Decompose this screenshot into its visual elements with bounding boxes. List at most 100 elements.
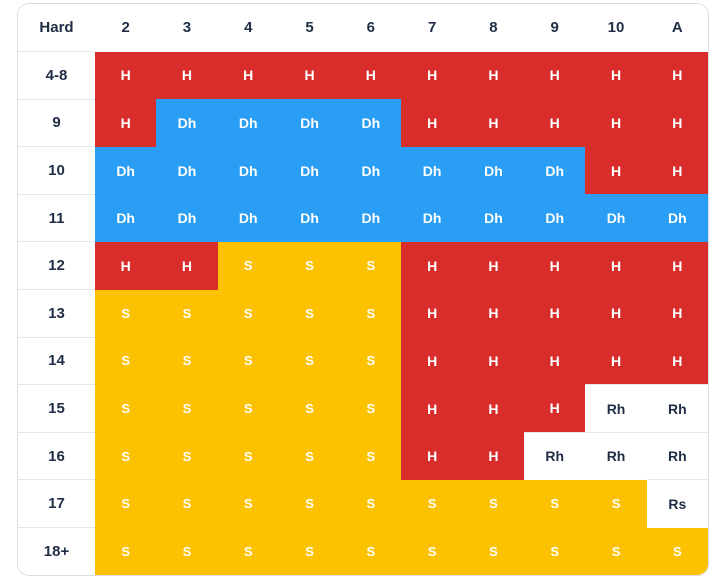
table-row: 11 Dh Dh Dh Dh Dh Dh Dh Dh Dh Dh xyxy=(18,193,708,242)
action-cell: H xyxy=(401,289,463,338)
action-cell: S xyxy=(340,337,402,385)
action-cell: S xyxy=(278,432,341,480)
action-cell: S xyxy=(278,289,341,338)
action-cell: H xyxy=(585,289,647,338)
action-cell: H xyxy=(401,384,463,433)
action-cell: S xyxy=(95,432,157,480)
action-cell: H xyxy=(585,146,647,195)
action-cell: H xyxy=(95,51,157,100)
action-cell: S xyxy=(95,384,157,433)
action-cell: S xyxy=(340,432,402,480)
action-cell: S xyxy=(156,289,218,338)
action-cell: Dh xyxy=(156,146,218,195)
player-total-label: 4-8 xyxy=(18,51,95,100)
action-cell: S xyxy=(278,241,341,290)
dealer-card-header: 7 xyxy=(401,4,463,52)
action-cell: H xyxy=(156,241,218,290)
action-cell: Dh xyxy=(401,194,463,242)
action-cell: Dh xyxy=(95,146,157,195)
action-cell: S xyxy=(462,479,525,528)
action-cell: Rh xyxy=(646,431,708,480)
action-cell: S xyxy=(156,384,218,433)
dealer-card-header: 8 xyxy=(462,4,525,52)
action-cell: H xyxy=(462,289,525,338)
table-row: 13 S S S S S H H H H H xyxy=(18,289,708,338)
action-cell: H xyxy=(401,241,463,290)
action-cell: Dh xyxy=(462,146,525,195)
action-cell: Dh xyxy=(95,194,157,242)
action-cell: S xyxy=(217,479,279,528)
action-cell: Dh xyxy=(585,194,647,242)
action-cell: S xyxy=(585,479,647,528)
action-cell: S xyxy=(156,479,218,528)
action-cell: S xyxy=(95,337,157,385)
action-cell: H xyxy=(646,337,708,385)
action-cell: S xyxy=(156,527,218,575)
hard-totals-table: Hard 2 3 4 5 6 7 8 9 10 A 4-8 H H H H H H H H H H 9… xyxy=(18,4,708,575)
action-cell: H xyxy=(95,99,157,147)
action-cell: H xyxy=(462,432,525,480)
action-cell: Dh xyxy=(217,99,279,147)
action-cell: S xyxy=(340,384,402,433)
action-cell: Dh xyxy=(524,194,586,242)
player-total-label: 16 xyxy=(18,431,95,480)
action-cell: H xyxy=(524,384,586,433)
action-cell: S xyxy=(95,479,157,528)
action-cell: H xyxy=(524,337,586,385)
action-cell: Dh xyxy=(156,99,218,147)
player-total-label: 14 xyxy=(18,336,95,385)
player-total-label: 12 xyxy=(18,241,95,290)
action-cell: H xyxy=(156,51,218,100)
action-cell: S xyxy=(646,527,708,575)
table-row: 14 S S S S S H H H H H xyxy=(18,336,708,385)
table-body: 4-8 H H H H H H H H H H 9 H Dh Dh Dh Dh H H H H H 10 Dh Dh Dh Dh Dh… xyxy=(18,51,708,575)
action-cell: S xyxy=(401,527,463,575)
action-cell: S xyxy=(217,337,279,385)
action-cell: H xyxy=(524,99,586,147)
action-cell: H xyxy=(462,384,525,433)
action-cell: S xyxy=(217,384,279,433)
action-cell: H xyxy=(646,51,708,100)
action-cell: H xyxy=(524,289,586,338)
dealer-card-header: 5 xyxy=(278,4,341,52)
action-cell: S xyxy=(156,337,218,385)
action-cell: H xyxy=(585,337,647,385)
action-cell: H xyxy=(95,241,157,290)
action-cell: H xyxy=(524,241,586,290)
action-cell: Rh xyxy=(585,384,647,433)
action-cell: S xyxy=(340,289,402,338)
dealer-card-header: 9 xyxy=(524,4,586,52)
action-cell: S xyxy=(217,527,279,575)
action-cell: H xyxy=(401,432,463,480)
table-row: 10 Dh Dh Dh Dh Dh Dh Dh Dh H H xyxy=(18,146,708,195)
action-cell: H xyxy=(340,51,402,100)
action-cell: S xyxy=(217,432,279,480)
action-cell: H xyxy=(401,337,463,385)
action-cell: Rh xyxy=(585,431,647,480)
action-cell: Rs xyxy=(646,479,708,528)
dealer-card-header: A xyxy=(646,4,708,52)
action-cell: H xyxy=(646,146,708,195)
action-cell: Dh xyxy=(156,194,218,242)
action-cell: S xyxy=(278,337,341,385)
player-total-label: 18+ xyxy=(18,527,95,575)
action-cell: S xyxy=(95,527,157,575)
player-total-label: 10 xyxy=(18,146,95,195)
action-cell: S xyxy=(95,289,157,338)
action-cell: H xyxy=(217,51,279,100)
dealer-card-header: 6 xyxy=(340,4,402,52)
player-total-label: 17 xyxy=(18,479,95,528)
action-cell: S xyxy=(524,479,586,528)
header-row: Hard 2 3 4 5 6 7 8 9 10 A xyxy=(18,4,708,52)
table-row: 12 H H S S S H H H H H xyxy=(18,241,708,290)
table-row: 4-8 H H H H H H H H H H xyxy=(18,51,708,100)
action-cell: H xyxy=(524,51,586,100)
table-row: 18+ S S S S S S S S S S xyxy=(18,527,708,575)
action-cell: Dh xyxy=(646,194,708,242)
action-cell: S xyxy=(340,241,402,290)
action-cell: S xyxy=(340,527,402,575)
action-cell: Dh xyxy=(340,99,402,147)
dealer-card-header: 2 xyxy=(95,4,157,52)
action-cell: S xyxy=(217,241,279,290)
action-cell: Dh xyxy=(340,194,402,242)
